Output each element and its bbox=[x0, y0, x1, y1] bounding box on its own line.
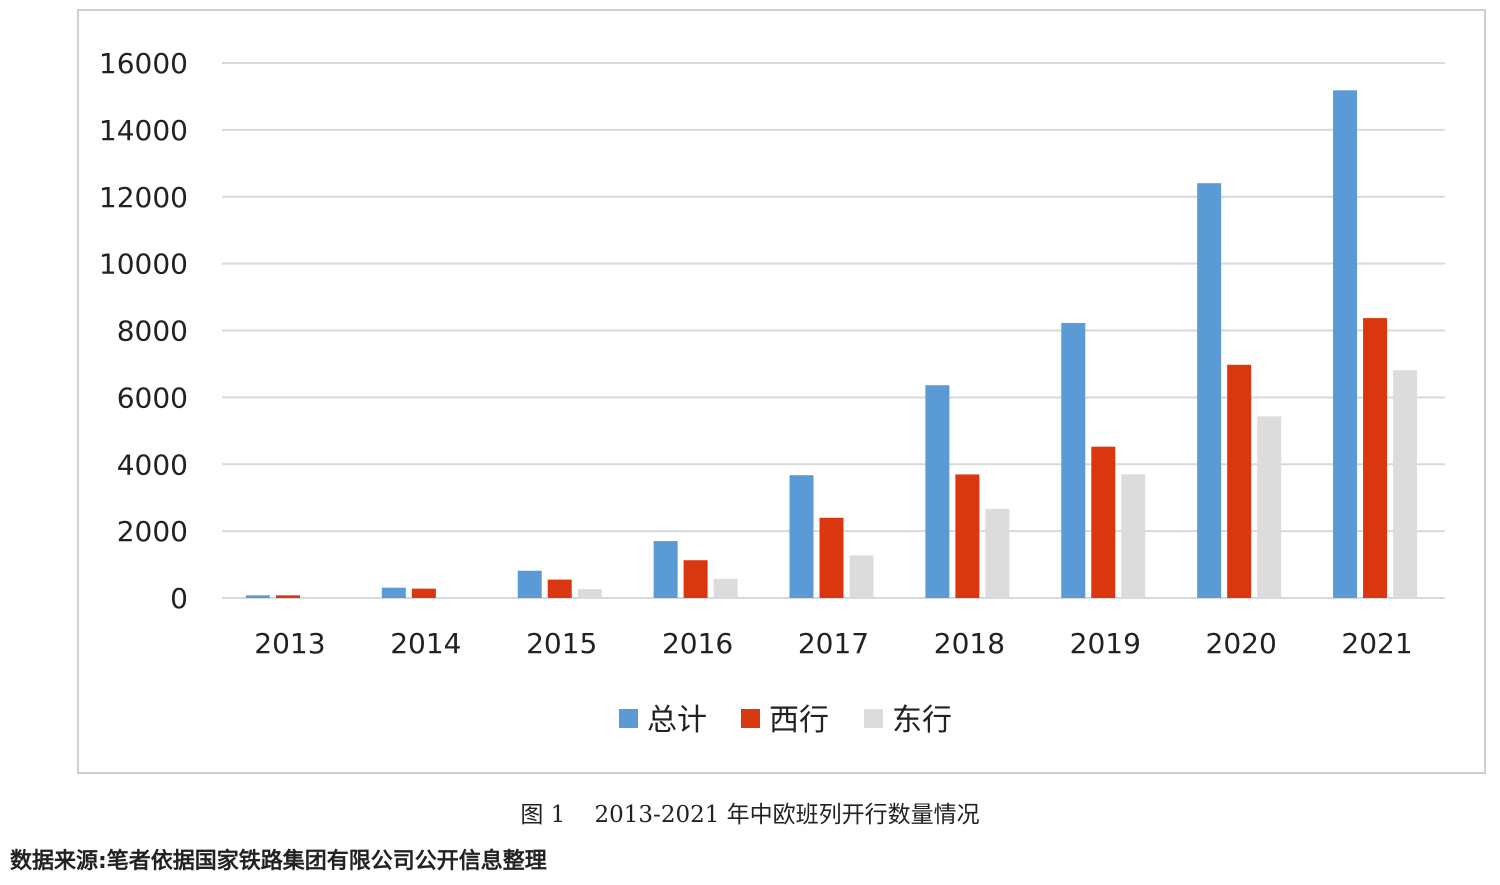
bar-总计-2014 bbox=[381, 587, 406, 598]
bar-总计-2018 bbox=[925, 385, 950, 598]
bar-西行-2019 bbox=[1091, 446, 1116, 598]
y-tick-label: 6000 bbox=[117, 381, 188, 414]
x-tick-label: 2017 bbox=[798, 627, 869, 660]
legend-label: 东行 bbox=[892, 703, 952, 738]
bar-chart: 16000 14000 12000 10000 8000 6000 4000 2000 0 20… bbox=[99, 47, 1445, 738]
bar-西行-2018 bbox=[955, 474, 980, 598]
bar-总计-2013 bbox=[245, 595, 270, 598]
bar-西行-2015 bbox=[547, 579, 572, 598]
bar-东行-2015 bbox=[577, 589, 602, 598]
bar-总计-2015 bbox=[517, 570, 542, 598]
legend-swatch bbox=[741, 709, 760, 728]
x-tick-label: 2013 bbox=[254, 627, 325, 660]
figure-caption: 图 1 2013-2021 年中欧班列开行数量情况 bbox=[0, 795, 1500, 829]
x-axis-ticks: 2013 2014 2015 2016 2017 2018 2019 2020 2021 bbox=[254, 627, 1412, 660]
y-tick-label: 8000 bbox=[117, 315, 188, 348]
bar-总计-2020 bbox=[1197, 183, 1222, 598]
bar-总计-2021 bbox=[1333, 90, 1358, 599]
bar-东行-2021 bbox=[1393, 370, 1418, 598]
x-tick-label: 2018 bbox=[934, 627, 1005, 660]
y-tick-label: 12000 bbox=[99, 181, 188, 214]
bar-东行-2020 bbox=[1257, 416, 1282, 598]
figure-title: 2013-2021 年中欧班列开行数量情况 bbox=[594, 802, 980, 828]
bar-总计-2019 bbox=[1061, 322, 1086, 598]
legend-label: 总计 bbox=[647, 703, 707, 738]
bar-西行-2014 bbox=[411, 588, 436, 598]
bar-东行-2018 bbox=[985, 508, 1010, 598]
bar-东行-2019 bbox=[1121, 474, 1146, 598]
legend-swatch bbox=[619, 709, 638, 728]
x-tick-label: 2019 bbox=[1070, 627, 1141, 660]
bar-东行-2014 bbox=[441, 597, 466, 598]
figure-number: 图 1 bbox=[520, 802, 566, 828]
bar-东行-2017 bbox=[849, 555, 874, 598]
bar-西行-2016 bbox=[683, 560, 708, 598]
legend: 总计 西行 东行 bbox=[619, 703, 952, 738]
bar-总计-2017 bbox=[789, 475, 814, 598]
bar-西行-2021 bbox=[1363, 318, 1388, 598]
bar-总计-2016 bbox=[653, 541, 678, 598]
bars bbox=[245, 90, 1418, 599]
bar-西行-2020 bbox=[1227, 364, 1252, 598]
y-tick-label: 0 bbox=[170, 582, 188, 615]
bar-东行-2016 bbox=[713, 578, 738, 598]
x-tick-label: 2020 bbox=[1206, 627, 1277, 660]
x-tick-label: 2015 bbox=[526, 627, 597, 660]
bar-西行-2013 bbox=[275, 595, 300, 598]
x-tick-label: 2014 bbox=[390, 627, 461, 660]
legend-label: 西行 bbox=[769, 703, 829, 738]
source-note: 数据来源:笔者依据国家铁路集团有限公司公开信息整理 bbox=[10, 849, 547, 874]
y-tick-label: 16000 bbox=[99, 47, 188, 80]
y-axis-ticks: 16000 14000 12000 10000 8000 6000 4000 2000 0 bbox=[99, 47, 188, 615]
y-tick-label: 4000 bbox=[117, 448, 188, 481]
y-tick-label: 14000 bbox=[99, 114, 188, 147]
bar-西行-2017 bbox=[819, 517, 844, 598]
x-tick-label: 2016 bbox=[662, 627, 733, 660]
legend-swatch bbox=[864, 709, 883, 728]
y-tick-label: 10000 bbox=[99, 248, 188, 281]
x-tick-label: 2021 bbox=[1341, 627, 1412, 660]
y-tick-label: 2000 bbox=[117, 515, 188, 548]
